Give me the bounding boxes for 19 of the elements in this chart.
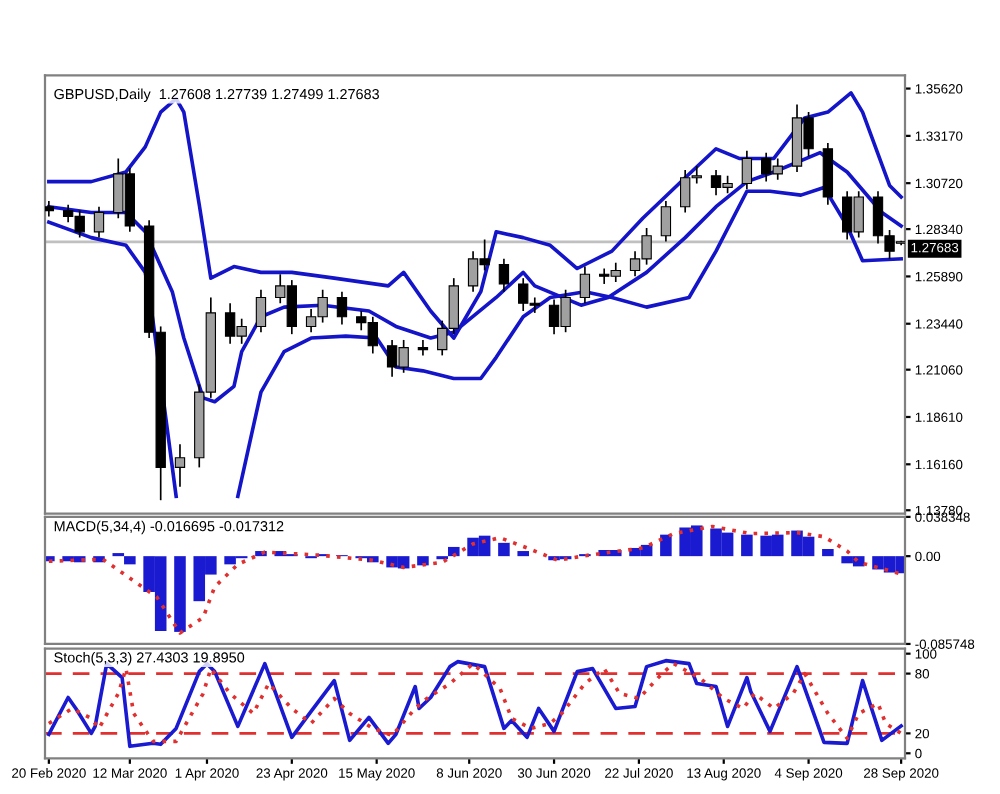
- candlestick: [93, 205, 105, 239]
- line-series: [47, 524, 903, 635]
- bar: [741, 534, 753, 557]
- candlestick: [336, 290, 348, 326]
- bar: [417, 556, 429, 566]
- bar: [517, 551, 529, 557]
- candlestick: [741, 149, 753, 191]
- bar: [174, 556, 186, 632]
- candlestick: [498, 258, 510, 293]
- bar: [124, 556, 136, 565]
- bar: [822, 548, 834, 557]
- candlestick: [579, 265, 591, 305]
- candlestick: [660, 200, 672, 243]
- candlestick: [417, 339, 429, 357]
- bar: [448, 546, 460, 557]
- candlestick: [174, 443, 186, 488]
- bar: [498, 542, 510, 557]
- candlestick: [255, 288, 267, 334]
- bar: [660, 534, 672, 557]
